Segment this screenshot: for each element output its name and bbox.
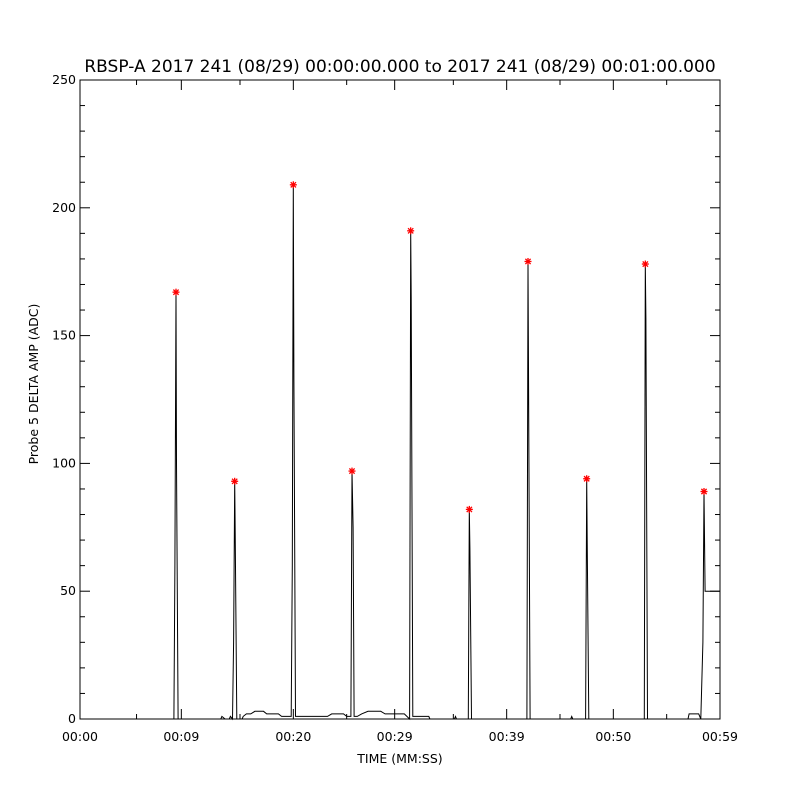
peak-marker [172,288,180,296]
peak-marker [348,467,356,475]
peak-marker [700,488,708,496]
x-tick-label: 00:59 [702,729,738,744]
y-tick-label: 100 [52,455,76,470]
x-tick-label: 00:50 [595,729,631,744]
peak-marker [524,257,532,265]
y-tick-label: 150 [52,328,76,343]
peak-marker [641,260,649,268]
y-tick-label: 0 [68,711,76,726]
x-tick-label: 00:00 [62,729,98,744]
x-tick-label: 00:20 [275,729,311,744]
y-tick-label: 200 [52,200,76,215]
plot-area: 0 50 100 150 200 250 00:00 00:09 00:20 00:29 00:39… [52,72,738,744]
chart-title: RBSP-A 2017 241 (08/29) 00:00:00.000 to … [84,57,715,77]
series-line [80,184,720,721]
x-tick-label: 00:39 [489,729,525,744]
y-tick-label: 50 [60,583,76,598]
y-axis-label: Probe 5 DELTA AMP (ADC) [26,304,41,465]
x-tick-label: 00:29 [377,729,413,744]
peak-marker [231,477,239,485]
peak-marker [407,227,415,235]
plot-frame [79,79,721,720]
x-axis-label: TIME (MM:SS) [356,751,442,766]
x-tick-label: 00:09 [163,729,199,744]
peak-marker [583,475,591,483]
peak-marker [465,505,473,513]
y-tick-label: 250 [52,72,76,87]
peak-marker [289,181,297,189]
